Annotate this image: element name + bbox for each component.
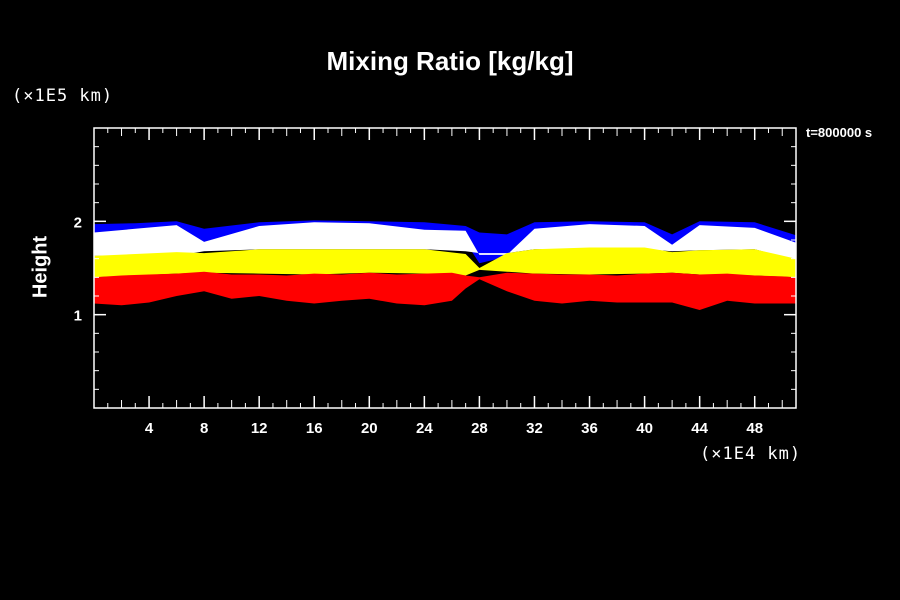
- x-tick-label: 16: [306, 420, 323, 437]
- x-tick-label: 32: [526, 420, 543, 437]
- y-tick-label: 1: [74, 308, 82, 325]
- x-tick-label: 40: [636, 420, 653, 437]
- y-tick-label: 2: [74, 214, 82, 231]
- x-tick-label: 20: [361, 420, 378, 437]
- x-tick-label: 8: [200, 420, 208, 437]
- x-tick-label: 12: [251, 420, 268, 437]
- x-axis-unit: (×1E4 km): [700, 444, 802, 464]
- x-tick-label: 28: [471, 420, 488, 437]
- x-tick-label: 48: [746, 420, 763, 437]
- x-tick-label: 36: [581, 420, 598, 437]
- x-tick-label: 4: [145, 420, 154, 437]
- mixing-band-3: [94, 247, 796, 278]
- y-axis-unit: (×1E5 km): [12, 86, 114, 106]
- mixing-band-4: [94, 271, 796, 310]
- x-tick-label: 24: [416, 420, 433, 437]
- chart-title: Mixing Ratio [kg/kg]: [326, 46, 574, 76]
- mixing-band-2: [94, 222, 796, 261]
- plot-frame: [93, 127, 797, 409]
- x-tick-label: 44: [691, 420, 708, 437]
- time-label: t=800000 s: [806, 125, 873, 140]
